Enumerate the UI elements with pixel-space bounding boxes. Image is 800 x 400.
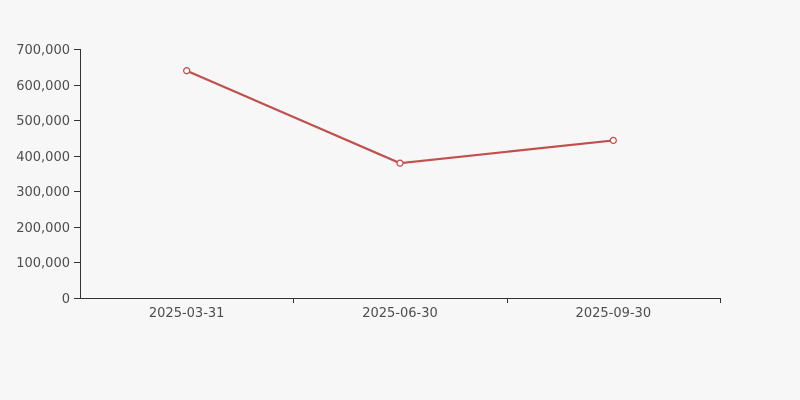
y-axis-tick-label: 300,000 [16,185,70,200]
y-axis-tick-label: 200,000 [16,221,70,236]
x-axis-tick-label: 2025-03-31 [149,306,225,321]
data-point-marker [609,136,617,145]
data-point-marker [183,67,191,75]
axis-lines [80,49,721,299]
x-axis-tick-label: 2025-09-30 [576,306,652,321]
y-axis-tick-label: 600,000 [16,79,70,94]
y-axis-tick-label: 700,000 [16,43,70,58]
y-axis-tick-label: 0 [62,292,70,307]
y-axis-tick-label: 400,000 [16,150,70,165]
y-axis-tick-label: 100,000 [16,256,70,271]
y-axis-tick-label: 500,000 [16,114,70,129]
data-point-marker [396,159,404,167]
x-axis-tick-label: 2025-06-30 [362,306,438,321]
